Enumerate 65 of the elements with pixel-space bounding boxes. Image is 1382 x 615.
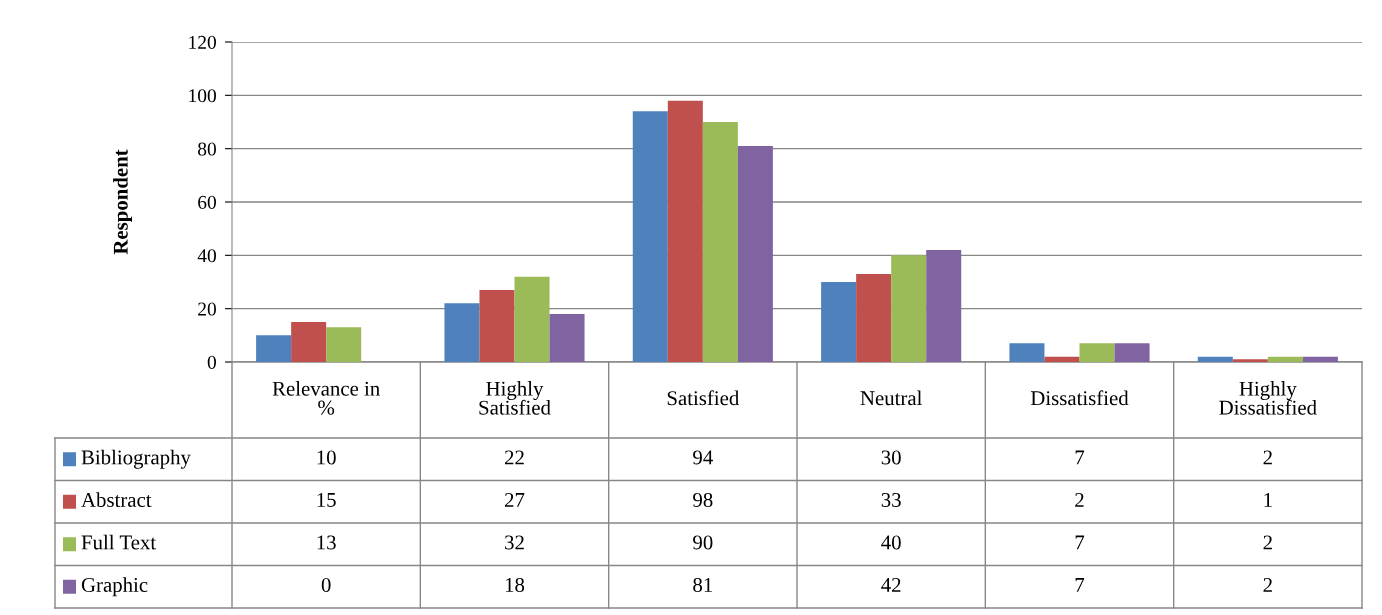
data-label: 40	[881, 535, 901, 550]
bar	[667, 100, 703, 362]
data-label: 13	[317, 535, 336, 550]
bar	[1232, 359, 1268, 362]
y-tick-label: 40	[197, 249, 216, 263]
bar	[632, 111, 668, 362]
x-tick-label: Highly Satisfied	[479, 381, 551, 415]
data-label: 1	[1264, 493, 1272, 507]
bar	[326, 327, 362, 362]
bar	[1267, 356, 1303, 362]
bar	[444, 303, 480, 362]
y-tick-label: 0	[207, 355, 216, 369]
x-tick-label: Satisfied	[667, 390, 740, 406]
y-tick-label: 80	[198, 142, 216, 156]
bar	[256, 335, 292, 362]
data-label: 7	[1075, 450, 1085, 465]
data-label: 10	[317, 450, 336, 465]
data-label: 94	[693, 450, 713, 465]
bar	[1302, 356, 1338, 362]
bar	[737, 146, 773, 362]
bar	[514, 276, 550, 362]
y-tick-label: 120	[189, 35, 216, 49]
data-label: 98	[693, 492, 713, 507]
bar	[1044, 356, 1080, 362]
bar	[926, 250, 962, 362]
bar	[702, 122, 738, 362]
bar	[291, 322, 327, 362]
x-tick-label: Dissatisfied	[1030, 390, 1129, 406]
data-label: 2	[1263, 535, 1272, 550]
data-label: 15	[317, 493, 336, 507]
bar	[821, 282, 857, 362]
data-label: 2	[1263, 577, 1272, 592]
x-tick-label: Relevance in %	[272, 381, 380, 415]
legend-label: Full Text	[81, 534, 157, 550]
data-label: 81	[693, 577, 712, 592]
legend-label: Graphic	[81, 577, 148, 597]
data-label: 18	[505, 577, 525, 592]
x-tick-label: Highly Dissatisfied	[1219, 381, 1317, 415]
bar	[856, 274, 892, 362]
bar	[549, 314, 585, 362]
y-tick-label: 20	[198, 302, 216, 316]
x-tick-label: Neutral	[860, 390, 922, 406]
data-label: 2	[1075, 492, 1084, 507]
data-label: 7	[1075, 535, 1085, 550]
data-label: 7	[1075, 578, 1085, 592]
bar	[479, 290, 515, 362]
data-label: 30	[881, 450, 901, 465]
data-label: 27	[505, 492, 525, 507]
bar	[1009, 343, 1045, 362]
bar	[1114, 343, 1150, 362]
data-label: 32	[505, 535, 524, 550]
data-label: 0	[321, 577, 331, 592]
data-label: 42	[881, 577, 901, 592]
data-label: 2	[1263, 450, 1272, 465]
y-axis-title: Respondent	[113, 149, 132, 255]
bar	[1197, 356, 1233, 362]
data-label: 90	[693, 535, 713, 550]
legend-label: Bibliography	[81, 449, 191, 469]
data-label: 33	[881, 492, 901, 507]
bar	[1079, 343, 1115, 362]
bar	[891, 255, 927, 362]
y-tick-label: 100	[189, 89, 216, 103]
legend-label: Abstract	[81, 492, 152, 507]
data-label: 22	[505, 450, 524, 465]
y-tick-label: 60	[198, 195, 216, 209]
